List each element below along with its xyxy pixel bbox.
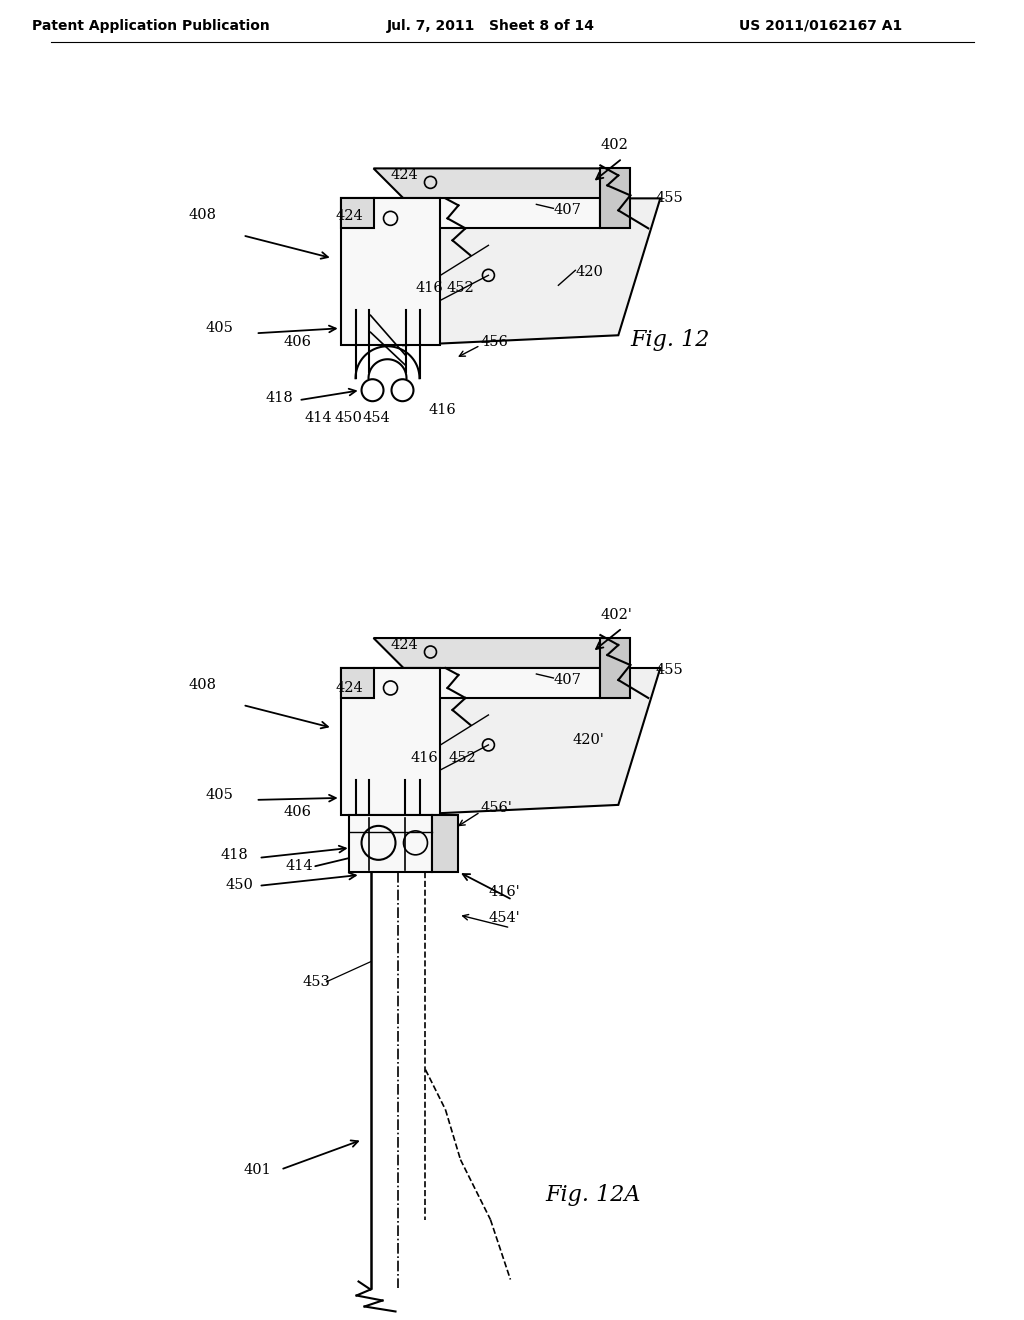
Polygon shape	[341, 198, 440, 346]
Text: 407: 407	[553, 673, 582, 686]
Text: 455: 455	[655, 663, 683, 677]
Polygon shape	[374, 638, 631, 668]
Text: 452: 452	[449, 751, 476, 764]
Text: 408: 408	[188, 678, 217, 692]
Text: 450: 450	[225, 878, 254, 892]
Text: 405: 405	[206, 321, 233, 335]
Text: 424: 424	[390, 638, 418, 652]
Text: 418: 418	[265, 391, 293, 405]
Text: 456': 456'	[480, 801, 512, 814]
Text: Patent Application Publication: Patent Application Publication	[32, 18, 269, 33]
Text: 416: 416	[428, 403, 457, 417]
Text: 402': 402'	[600, 609, 632, 622]
Text: 405: 405	[206, 788, 233, 801]
Polygon shape	[341, 198, 374, 228]
Text: 416': 416'	[488, 884, 520, 899]
Text: 456: 456	[480, 335, 508, 350]
Polygon shape	[403, 668, 660, 814]
Text: 406: 406	[284, 805, 311, 818]
Polygon shape	[374, 169, 631, 198]
Text: 408: 408	[188, 209, 217, 222]
Text: 420': 420'	[572, 733, 604, 747]
Polygon shape	[374, 198, 600, 228]
Text: 454: 454	[362, 412, 390, 425]
Text: 416: 416	[416, 281, 443, 296]
Polygon shape	[374, 668, 600, 698]
Polygon shape	[600, 638, 631, 698]
Text: 454': 454'	[488, 911, 520, 925]
Text: US 2011/0162167 A1: US 2011/0162167 A1	[738, 18, 902, 33]
Text: 416': 416'	[411, 751, 442, 764]
Text: 414: 414	[286, 859, 313, 873]
Text: 402: 402	[600, 139, 628, 152]
Text: 455: 455	[655, 191, 683, 206]
Text: 424: 424	[336, 681, 364, 694]
Text: Fig. 12A: Fig. 12A	[546, 1184, 641, 1205]
Text: 424: 424	[390, 169, 418, 182]
Text: 418: 418	[220, 847, 249, 862]
Polygon shape	[403, 198, 660, 346]
Text: 401: 401	[244, 1163, 271, 1176]
Text: 420: 420	[575, 265, 603, 280]
Text: 450: 450	[335, 412, 362, 425]
Text: 414: 414	[305, 412, 333, 425]
Polygon shape	[432, 814, 459, 871]
Text: 406: 406	[284, 335, 311, 350]
Text: Jul. 7, 2011   Sheet 8 of 14: Jul. 7, 2011 Sheet 8 of 14	[386, 18, 594, 33]
Polygon shape	[341, 668, 440, 814]
Polygon shape	[341, 668, 374, 698]
Polygon shape	[600, 169, 631, 228]
Text: 452: 452	[446, 281, 474, 296]
Polygon shape	[348, 814, 432, 871]
Text: 453: 453	[302, 974, 331, 989]
Text: 407: 407	[553, 203, 582, 218]
Text: Fig. 12: Fig. 12	[631, 329, 710, 351]
Text: 424: 424	[336, 210, 364, 223]
